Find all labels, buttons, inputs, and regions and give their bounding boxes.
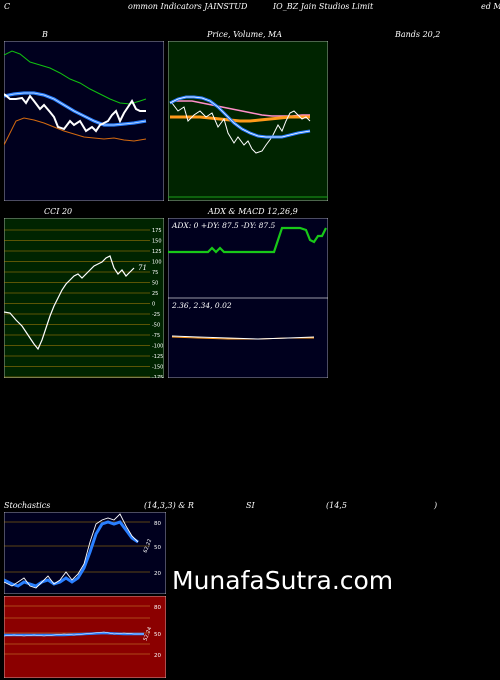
cci-tick-label: -175 [152,375,163,378]
cci-tick-label: 0 [152,302,155,308]
cci-tick-label: -25 [152,312,160,318]
stoch-tick-20: 20 [154,571,161,577]
price-line [171,102,311,154]
bollinger-label-b: B [42,30,48,39]
adx-chart: ADX: 0 +DY: 87.5 -DY: 87.5 [168,218,328,298]
bands-label: Bands 20,2 [395,30,441,39]
adx-readout: ADX: 0 +DY: 87.5 -DY: 87.5 [171,221,276,230]
cci-chart: 175 150 125 100 75 50 25 0 -25 -50 -75 -100 -125 -150… [4,218,164,378]
cci-value: 71 [138,264,147,272]
rsi-tick-50: 50 [154,632,161,638]
stoch-tick-50: 50 [154,545,161,551]
cci-tick-label: 50 [152,281,158,287]
bollinger-lower-band [4,117,147,146]
rsi-tick-80: 80 [154,605,161,611]
cci-tick-label: 150 [152,239,162,245]
cci-tick-label: 175 [152,228,162,234]
cci-line [4,255,135,351]
cci-tick-label: -150 [152,365,163,371]
rsi-chart: 80 50 20 52.24 [4,596,166,678]
macd-line [171,335,315,340]
bollinger-upper-band [4,50,147,105]
macd-chart: 2.36, 2.34, 0.02 [168,298,328,378]
stoch-params-label: (14,3,3) & R [144,501,194,510]
adx-line [168,226,327,254]
cci-tick-label: -50 [152,323,160,329]
stoch-value: 62.22 [143,538,154,554]
stoch-tick-80: 80 [154,521,161,527]
macd-readout: 2.36, 2.34, 0.02 [171,301,232,310]
cci-tick-label: 100 [152,260,162,266]
bollinger-chart [4,41,164,201]
price-volume-ma-chart [168,41,328,201]
cci-tick-label: 125 [152,249,162,255]
rsi-smooth-line [4,631,144,637]
header-right-tail: ed Ma [481,2,500,11]
rsi-tick-20: 20 [154,653,161,659]
cci-tick-label: -100 [152,344,163,350]
cci-label: CCI 20 [44,207,73,216]
header-ticker: IO_BZ Jain Studios Limit [273,2,374,11]
stochastics-label: Stochastics [4,501,51,510]
rsi-close-label: ) [434,501,438,510]
cci-tick-label: 25 [152,291,158,297]
stochastics-chart: 80 50 20 62.22 [4,512,166,594]
price-volume-ma-label: Price, Volume, MA [207,30,283,39]
rsi-value: 52.24 [143,626,154,642]
bollinger-price-line [4,93,146,133]
rsi-params-label: (14,5 [326,501,347,510]
header-c: C [4,2,11,11]
stoch-k-line [4,513,139,589]
adx-macd-label: ADX & MACD 12,26,9 [208,207,298,216]
cci-tick-label: 75 [152,270,158,276]
cci-tick-label: -75 [152,333,160,339]
rsi-si-label: SI [246,501,255,510]
cci-tick-label: -125 [152,354,163,360]
orange-ma-line [170,115,310,123]
rsi-line [4,631,144,637]
watermark: MunafaSutra.com [172,566,394,595]
header-common-indicators: ommon Indicators JAINSTUD [128,2,248,11]
